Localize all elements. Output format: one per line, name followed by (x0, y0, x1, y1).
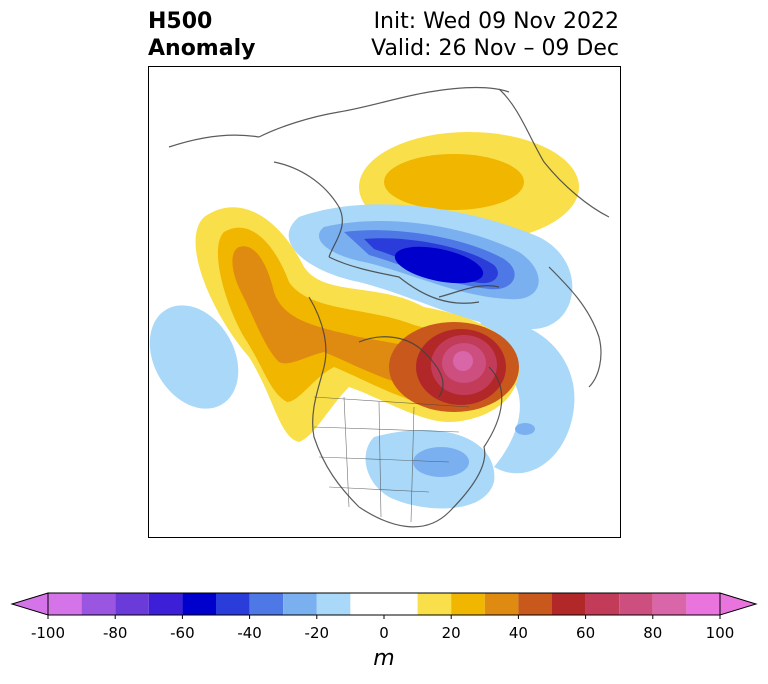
colorbar-band (417, 593, 452, 615)
colorbar-tick-label: 100 (705, 624, 735, 642)
colorbar-tick-label: 60 (576, 624, 596, 642)
init-date: Init: Wed 09 Nov 2022 (373, 9, 619, 34)
colorbar-band (316, 593, 351, 615)
map-canvas (149, 86, 610, 528)
colorbar (10, 592, 758, 619)
title-line-1: H500 (148, 9, 213, 34)
colorbar-band (619, 593, 653, 615)
colorbar-tick-label: 20 (441, 624, 461, 642)
colorbar-band (249, 593, 284, 615)
colorbar-band (148, 593, 183, 615)
colorbar-band (115, 593, 149, 615)
colorbar-band (686, 593, 720, 615)
colorbar-tick-label: -40 (237, 624, 262, 642)
anomaly-hudson-bay-ridge (389, 322, 519, 412)
colorbar-band (48, 593, 82, 615)
colorbar-tick-label: -100 (30, 624, 66, 642)
chart-title: H500 Anomaly (148, 8, 255, 62)
anomaly-map (148, 66, 621, 538)
us-state-borders (313, 396, 470, 523)
colorbar-tick-label: 40 (508, 624, 528, 642)
colorbar-tick-label: -20 (304, 624, 330, 642)
colorbar-band (552, 593, 586, 615)
colorbar-extend-high (719, 592, 758, 616)
colorbar-band (484, 593, 519, 615)
colorbar-band (283, 593, 317, 615)
anomaly-arctic-trough (288, 204, 573, 330)
colorbar-band (350, 593, 418, 615)
colorbar-unit: m (373, 646, 395, 671)
colorbar-tick-label: -60 (170, 624, 195, 642)
colorbar-extend-low (10, 592, 49, 616)
title-line-2: Anomaly (148, 36, 256, 61)
colorbar-band (182, 593, 216, 615)
colorbar-band (451, 593, 485, 615)
colorbar-band (216, 593, 250, 615)
colorbar-band (81, 593, 116, 615)
colorbar-tick-label: 80 (643, 624, 663, 642)
colorbar-band (585, 593, 620, 615)
colorbar-band (652, 593, 687, 615)
colorbar-tick-label: 0 (379, 624, 389, 642)
valid-date: Valid: 26 Nov – 09 Dec (371, 36, 619, 61)
colorbar-tick-label: -80 (102, 624, 128, 642)
anomaly-pacific-trough (149, 305, 239, 409)
colorbar-band (518, 593, 552, 615)
coastlines (168, 86, 610, 528)
date-info: Init: Wed 09 Nov 2022 Valid: 26 Nov – 09… (371, 8, 619, 62)
